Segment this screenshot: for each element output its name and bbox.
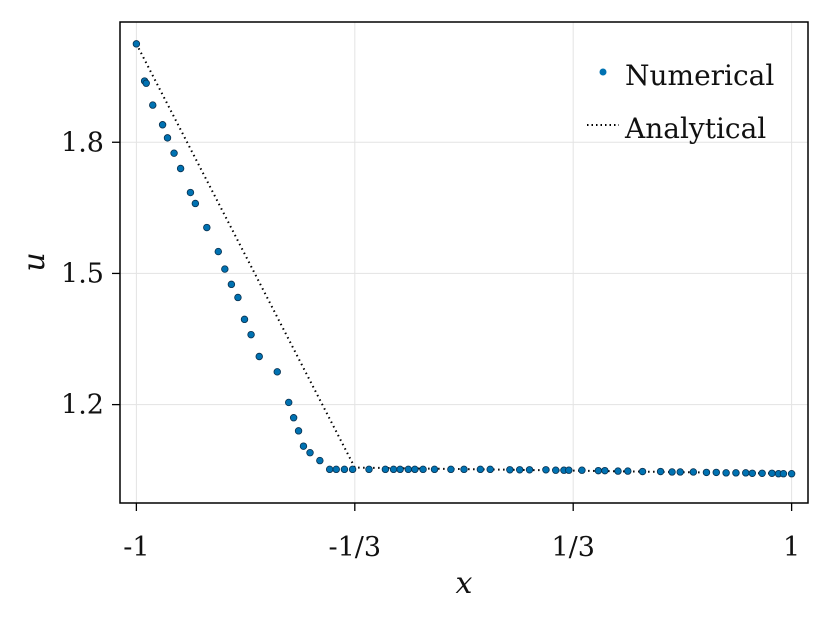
numerical-point [340,465,349,474]
numerical-point [578,466,586,474]
numerical-point [787,470,796,478]
numerical-point [381,465,390,474]
numerical-point [221,265,229,273]
x-tick-label: -1 [123,532,149,563]
legend-label-analytical: Analytical [624,112,766,145]
analytical-line [135,43,792,475]
numerical-point [702,468,711,477]
numerical-point [768,469,776,477]
numerical-point [565,466,573,474]
numerical-point [316,456,324,465]
numerical-point [299,442,308,450]
y-tick-label: 1.5 [61,258,104,289]
analytical-series [135,43,792,475]
x-tick-label: 1 [783,532,800,563]
numerical-point [486,465,494,474]
numerical-point [332,465,340,474]
numerical-point [411,465,419,474]
numerical-point [712,468,720,477]
y-tick-label: 1.2 [61,390,104,421]
numerical-point [191,199,200,208]
x-tick-label: -1/3 [329,532,382,563]
numerical-point [460,465,468,474]
numerical-point [158,121,167,129]
numerical-point [396,465,404,474]
numerical-point [594,466,603,475]
numerical-point [365,465,373,474]
numerical-point [638,467,647,476]
numerical-series [132,40,796,478]
numerical-point [289,414,298,422]
numerical-point [614,467,622,475]
numerical-point [624,467,632,475]
numerical-point [732,469,740,477]
numerical-point [203,223,211,232]
numerical-point [227,280,236,289]
numerical-point [722,469,730,477]
grid [120,22,808,503]
numerical-point [779,470,788,478]
numerical-point [247,330,255,339]
numerical-point [419,465,427,474]
numerical-point [186,188,195,197]
numerical-point [132,40,141,48]
numerical-point [285,398,293,407]
legend: Numerical Analytical [587,59,774,145]
numerical-point [163,134,172,142]
numerical-point [552,466,560,474]
numerical-point [273,368,281,376]
numerical-point [506,466,514,474]
plot-frame [119,21,809,504]
numerical-point [170,149,178,157]
numerical-point [748,469,756,477]
numerical-point [325,465,334,474]
numerical-point [389,465,398,474]
numerical-point [404,465,412,474]
numerical-point [142,79,150,87]
numerical-point [668,468,676,476]
numerical-point [294,427,303,435]
numerical-point [542,466,550,474]
numerical-point [306,449,314,457]
numerical-point [689,468,698,476]
numerical-point [601,466,609,475]
numerical-point [176,164,185,173]
numerical-point [255,352,263,361]
numerical-point [149,101,157,109]
numerical-point [676,468,684,476]
numerical-point [742,469,750,477]
numerical-point [240,315,249,324]
x-tick-label: 1/3 [551,532,594,563]
y-axis-title: u [17,252,52,271]
numerical-point [348,465,357,474]
numerical-point [525,466,534,474]
y-tick-label: 1.8 [61,127,104,158]
numerical-point [430,465,439,474]
x-axis: -1 -1/3 1/3 1 [123,503,800,563]
numerical-point [656,467,665,476]
numerical-point [758,469,766,477]
numerical-point [516,466,524,474]
x-axis-title: x [456,566,473,601]
numerical-point [476,465,485,474]
numerical-point [214,247,222,256]
y-axis: 1.2 1.5 1.8 [61,127,120,421]
legend-marker-numerical [599,68,607,76]
legend-label-numerical: Numerical [625,59,774,92]
numerical-point [234,293,242,302]
numerical-point [447,465,455,474]
